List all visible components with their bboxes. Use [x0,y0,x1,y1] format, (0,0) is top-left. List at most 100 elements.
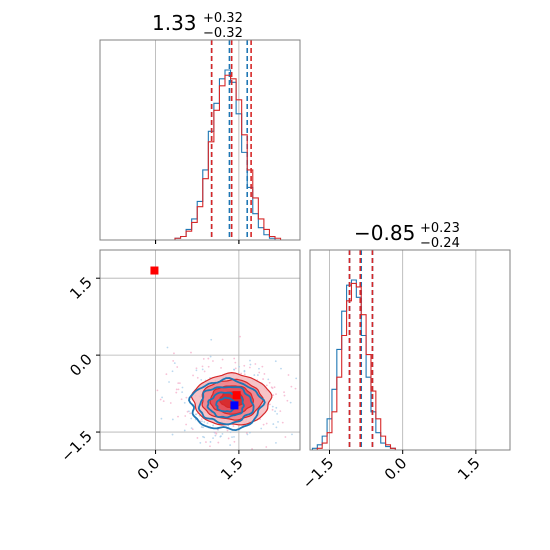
x-tick-label: 0.0 [381,454,411,484]
sample-point-series-1 [281,421,284,424]
sample-point-series-0 [212,424,215,427]
sample-point-series-1 [173,352,175,355]
sample-point-series-0 [256,374,259,376]
sample-point-series-0 [253,374,256,376]
sample-point-series-1 [201,365,204,368]
title-param-2-median: −0.85 [354,221,415,245]
sample-point-series-1 [175,388,178,391]
sample-point-series-1 [234,367,237,370]
sample-point-series-1 [248,366,251,369]
sample-point-series-0 [229,431,232,434]
sample-point-series-1 [245,432,248,434]
sample-point-series-1 [212,360,214,362]
sample-point-series-1 [213,453,215,455]
sample-point-series-0 [171,433,174,436]
sample-point-series-0 [233,436,235,438]
sample-point-series-1 [243,364,246,367]
sample-point-series-1 [239,335,241,338]
marginal-panel-2: −1.5 0.0 1.5 [299,249,511,493]
sample-point-series-0 [181,391,184,394]
sample-point-series-0 [243,369,246,372]
sample-point-series-1 [233,357,236,360]
sample-point-series-0 [274,360,277,363]
contour-line-series-0-level-0 [188,377,266,432]
sample-point-series-1 [200,418,203,420]
sample-point-series-1 [159,398,162,401]
contour-line-series-0-level-1 [197,386,255,426]
sample-point-series-1 [294,387,297,390]
x-tick-label: 1.5 [454,454,484,484]
sample-point-series-0 [238,365,241,368]
sample-point-series-0 [249,431,251,434]
sample-point-series-0 [209,441,212,443]
histogram-series-1 [100,74,300,241]
sample-point-series-1 [287,374,290,376]
sample-point-series-1 [279,410,282,413]
sample-point-series-1 [265,446,268,448]
sample-point-series-0 [267,378,270,381]
sample-point-series-0 [203,436,206,439]
sample-point-series-0 [171,418,174,421]
sample-point-series-0 [206,422,209,425]
sample-point-series-0 [200,378,203,381]
sample-point-series-0 [289,401,292,404]
sample-point-series-0 [249,363,252,366]
sample-point-series-1 [214,431,217,434]
sample-point-series-1 [209,445,211,448]
title-param-1: 1.33 [152,11,197,35]
sample-point-series-1 [265,422,268,425]
title-param-2-minus: −0.24 [420,236,460,251]
marginal-panel-1 [99,39,301,244]
sample-point-series-1 [251,448,253,450]
sample-point-series-1 [261,365,264,368]
sample-point-series-1 [184,415,187,417]
y-tick-label: 1.5 [66,273,96,303]
sample-point-series-0 [190,427,193,430]
sample-point-series-0 [206,453,208,455]
sample-point-series-0 [275,406,278,409]
sample-point-series-0 [160,417,163,420]
sample-point-series-0 [275,451,277,453]
sample-point-series-1 [191,428,194,431]
sample-point-series-0 [280,367,282,370]
sample-point-series-0 [229,444,232,446]
title-param-2-plus: +0.23 [420,221,460,236]
sample-point-series-0 [272,423,275,425]
sample-point-series-0 [201,420,203,423]
y-tick-label: −1.5 [57,427,95,465]
title-param-1-median: 1.33 [152,11,197,35]
sample-point-series-1 [203,370,206,373]
sample-point-series-0 [275,441,277,444]
sample-point-series-1 [156,389,159,392]
sample-point-series-1 [283,394,286,397]
panel-frame [309,249,511,451]
sample-point-series-1 [272,394,275,396]
sample-point-series-1 [176,366,179,368]
sample-point-series-1 [221,358,224,361]
histogram-series-0 [310,279,510,451]
sample-point-series-1 [192,374,194,377]
sample-point-series-1 [258,371,261,374]
sample-point-series-1 [243,373,246,376]
sample-point-series-0 [166,346,169,349]
joint-content [100,250,300,455]
sample-point-series-1 [185,423,188,426]
sample-point-series-1 [177,415,179,418]
sample-point-series-1 [254,363,257,365]
sample-point-series-1 [207,365,210,368]
sample-point-series-0 [276,413,279,415]
sample-point-series-0 [190,417,193,420]
sample-point-series-0 [277,421,279,423]
sample-point-series-0 [219,435,222,438]
sample-point-series-1 [220,367,222,369]
sample-point-series-1 [169,402,172,404]
histogram-series-1 [310,282,510,451]
sample-point-series-0 [231,436,233,439]
sample-point-series-1 [195,367,198,370]
sample-point-series-0 [200,426,203,428]
contour-line-series-0-level-3 [215,396,238,413]
sample-point-series-1 [262,378,265,380]
sample-point-series-0 [203,421,206,423]
sample-point-series-1 [177,382,180,385]
